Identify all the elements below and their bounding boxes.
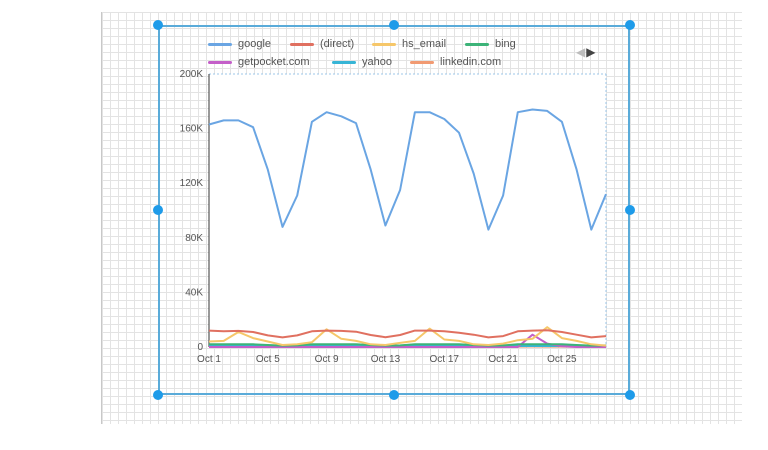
x-tick-label: Oct 25 (547, 354, 577, 365)
x-tick-label: Oct 9 (315, 354, 339, 365)
triangle-left-icon[interactable]: ◀ (576, 45, 586, 59)
legend-swatch (290, 42, 314, 46)
legend-label: yahoo (362, 56, 392, 69)
legend-item-getpocket[interactable]: getpocket.com (208, 56, 310, 68)
legend-item-linkedin[interactable]: linkedin.com (410, 56, 501, 68)
legend-label: bing (495, 38, 516, 51)
y-tick-label: 0 (197, 342, 203, 353)
y-tick-label: 200K (180, 69, 204, 80)
y-tick-label: 160K (180, 124, 204, 135)
resize-handle-bottom-right[interactable] (625, 390, 635, 400)
legend-label: linkedin.com (440, 56, 502, 69)
legend-swatch (372, 42, 396, 46)
plot-frame (208, 73, 607, 348)
series-line-hs-email (208, 326, 607, 347)
legend-label: hs_email (402, 38, 447, 51)
resize-handle-right[interactable] (625, 205, 635, 215)
legend-swatch (208, 42, 232, 46)
y-tick-label: 120K (180, 178, 204, 189)
legend-item-hs-email[interactable]: hs_email (372, 38, 446, 50)
legend-item-google[interactable]: google (208, 38, 271, 50)
legend-swatch (332, 60, 356, 64)
resize-handle-top-left[interactable] (153, 20, 163, 30)
plot-background (209, 74, 606, 347)
triangle-right-icon[interactable]: ▶ (586, 45, 596, 59)
x-tick-label: Oct 17 (430, 354, 460, 365)
resize-handle-top-right[interactable] (625, 20, 635, 30)
y-tick-label: 80K (185, 233, 203, 244)
series-line-getpocket-com (209, 333, 606, 348)
legend-pager: ◀▶ (576, 45, 595, 59)
y-axis: 0 40K 80K 120K 160K 200K (180, 69, 204, 353)
series-line-direct (208, 329, 607, 339)
legend-swatch (465, 42, 489, 46)
resize-handle-left[interactable] (153, 205, 163, 215)
legend-label: google (238, 38, 272, 51)
legend-item-direct[interactable]: (direct) (290, 38, 354, 50)
series-lines (208, 108, 607, 348)
x-tick-label: Oct 5 (256, 354, 280, 365)
x-axis: Oct 1 Oct 5 Oct 9 Oct 13 Oct 17 Oct 21 Oct 25 (197, 354, 577, 365)
resize-handle-bottom-left[interactable] (153, 390, 163, 400)
x-tick-label: Oct 21 (488, 354, 518, 365)
legend-swatch (410, 60, 434, 64)
series-line-bing (209, 343, 607, 347)
x-tick-label: Oct 13 (371, 354, 401, 365)
resize-handle-bottom[interactable] (389, 390, 399, 400)
legend-label: (direct) (320, 38, 355, 51)
legend-item-yahoo[interactable]: yahoo (332, 56, 392, 68)
resize-handle-top[interactable] (389, 20, 399, 30)
legend-swatch (208, 60, 232, 64)
series-line-google (208, 108, 607, 231)
x-tick-label: Oct 1 (197, 354, 221, 365)
legend-item-bing[interactable]: bing (465, 38, 516, 50)
legend-label: getpocket.com (238, 56, 310, 69)
y-tick-label: 40K (185, 287, 203, 298)
